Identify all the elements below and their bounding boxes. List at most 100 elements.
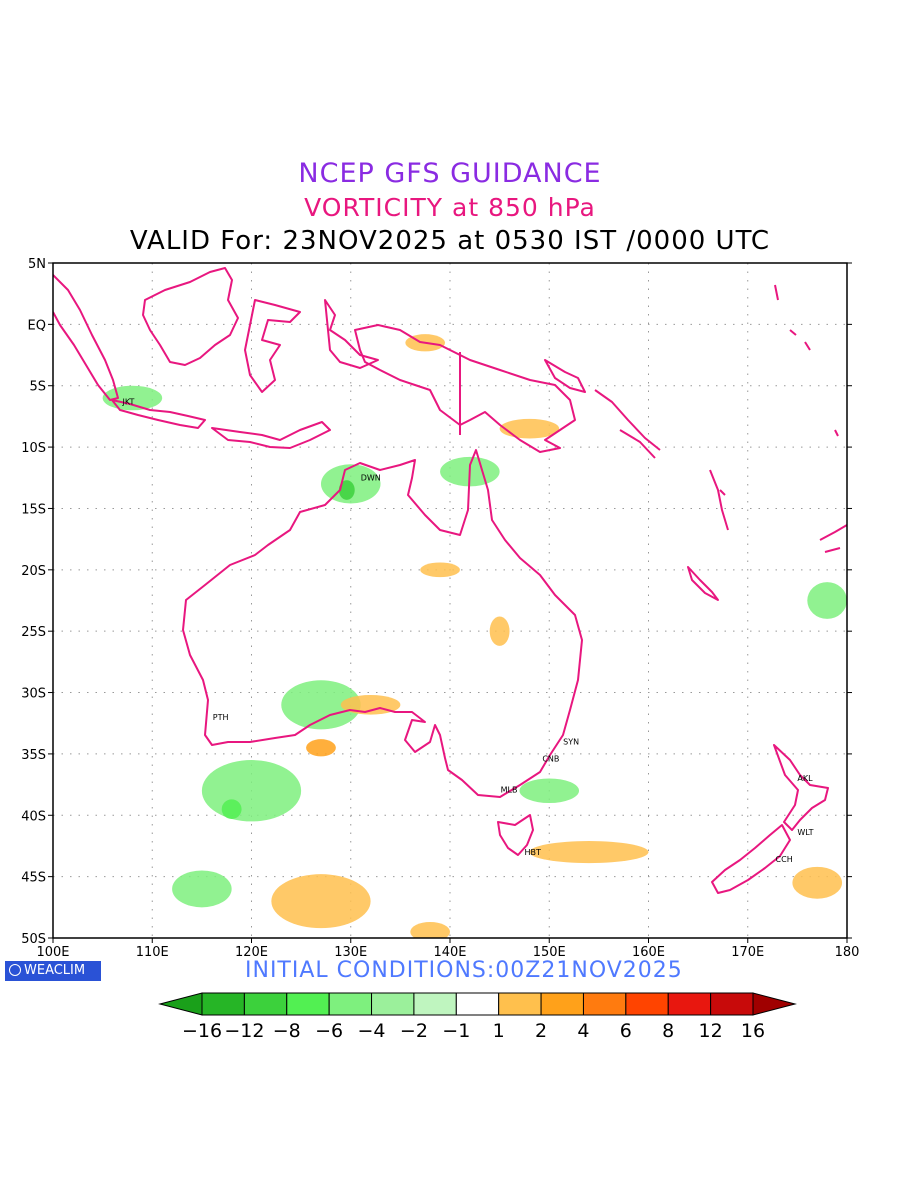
- lat-tick-label: EQ: [28, 318, 46, 333]
- lat-tick-label: 25S: [21, 625, 46, 640]
- logo-circle-icon: [9, 964, 21, 976]
- colorbar-label: 4: [577, 1020, 589, 1042]
- lat-tick-label: 30S: [21, 687, 46, 702]
- city-label-syn: SYN: [563, 737, 579, 746]
- coast-vanuatu: [709, 469, 729, 531]
- colorbar-label: −1: [442, 1020, 470, 1042]
- colorbar-swatch: [328, 992, 373, 1016]
- map-title: NCEP GFS GUIDANCE: [298, 158, 602, 189]
- lon-tick-label: 120E: [235, 945, 268, 960]
- coast-solomons: [594, 389, 661, 459]
- vorticity-patch: [529, 841, 649, 864]
- colorbar-label: 1: [493, 1020, 505, 1042]
- colorbar-swatch: [752, 992, 797, 1016]
- colorbar-swatch: [625, 992, 669, 1016]
- colorbar-label: −4: [358, 1020, 386, 1042]
- colorbar-swatch: [286, 992, 330, 1016]
- coast-australia: [182, 449, 583, 798]
- weaclim-logo: WEACLIM: [5, 961, 101, 981]
- colorbar-swatch: [371, 992, 415, 1016]
- city-label-cnb: CNB: [542, 755, 559, 764]
- vorticity-patch: [271, 874, 371, 929]
- colorbar-label: −2: [400, 1020, 428, 1042]
- colorbar-label: 12: [699, 1020, 723, 1042]
- city-labels: JKT DWN PTH SYN CNB MLB HBT AKL WLT CCH: [121, 397, 813, 864]
- lon-tick-label: 180: [835, 945, 860, 960]
- vorticity-patch: [519, 778, 580, 804]
- colorbar-swatch: [413, 992, 457, 1016]
- vorticity-patch: [410, 922, 450, 938]
- lat-tick-label: 45S: [21, 871, 46, 886]
- colorbar-swatch: [582, 992, 627, 1016]
- lat-tick-label: 50S: [21, 932, 46, 947]
- vorticity-patch: [281, 680, 361, 730]
- coast-new-britain: [544, 359, 586, 393]
- vorticity-patch: [102, 385, 163, 411]
- city-label-cch: CCH: [776, 855, 793, 864]
- vorticity-patch: [306, 739, 336, 757]
- vorticity-patch: [792, 866, 843, 899]
- colorbar-swatch: [540, 992, 584, 1016]
- vorticity-patch: [172, 870, 232, 908]
- coastlines: [53, 267, 847, 894]
- colorbar-label: −8: [273, 1020, 301, 1042]
- city-label-akl: AKL: [797, 774, 813, 783]
- lon-tick-label: 150E: [533, 945, 566, 960]
- coast-new-guinea: [354, 324, 576, 453]
- vorticity-patch: [489, 616, 510, 646]
- colorbar-swatch: [498, 992, 542, 1016]
- coast-nz-north: [773, 744, 829, 831]
- colorbar-swatch: [455, 992, 500, 1016]
- lon-tick-label: 160E: [632, 945, 665, 960]
- lon-tick-label: 110E: [136, 945, 169, 960]
- colorbar-label: 8: [662, 1020, 674, 1042]
- valid-time: VALID For: 23NOV2025 at 0530 IST /0000 U…: [129, 226, 771, 256]
- colorbar-label: −6: [315, 1020, 343, 1042]
- initial-conditions: INITIAL CONDITIONS:00Z21NOV2025: [245, 958, 683, 983]
- coast-java: [111, 399, 206, 429]
- colorbar-label: 2: [535, 1020, 547, 1042]
- coast-borneo: [142, 267, 239, 366]
- coast-moluccas: [324, 299, 379, 369]
- colorbar-swatch: [243, 992, 288, 1016]
- lat-tick-label: 10S: [21, 441, 46, 456]
- colorbar-label: −16: [182, 1020, 222, 1042]
- coast-new-caledonia: [687, 566, 719, 601]
- colorbar-swatch: [710, 992, 754, 1016]
- coast-timor: [211, 421, 331, 449]
- lon-tick-label: 130E: [334, 945, 367, 960]
- city-label-hbt: HBT: [524, 848, 541, 857]
- city-label-dwn: DWN: [361, 474, 381, 483]
- city-label-wlt: WLT: [797, 828, 813, 837]
- lat-tick-label: 35S: [21, 748, 46, 763]
- coast-nz-south: [711, 824, 791, 894]
- colorbar-swatch: [201, 992, 245, 1016]
- lat-tick-label: 40S: [21, 809, 46, 824]
- colorbar-label: 16: [741, 1020, 765, 1042]
- colorbar-label: −12: [224, 1020, 264, 1042]
- colorbar-swatch: [667, 992, 712, 1016]
- lon-tick-label: 170E: [731, 945, 764, 960]
- vorticity-patch: [221, 799, 242, 819]
- city-label-pth: PTH: [213, 713, 229, 722]
- vorticity-patch: [807, 582, 847, 619]
- lat-tick-label: 5N: [28, 257, 46, 272]
- city-label-jkt: JKT: [121, 397, 134, 406]
- city-label-mlb: MLB: [501, 785, 518, 794]
- coast-sumatra: [53, 274, 119, 401]
- vorticity-patch: [499, 418, 560, 439]
- map-subtitle: VORTICITY at 850 hPa: [304, 193, 596, 222]
- lon-tick-label: 140E: [433, 945, 466, 960]
- coast-tasmania: [497, 814, 534, 856]
- colorbar-label: 6: [620, 1020, 632, 1042]
- coast-fiji: [819, 524, 847, 553]
- vorticity-patch: [420, 562, 460, 578]
- lat-tick-label: 5S: [29, 380, 46, 395]
- grid-lines: [53, 263, 847, 938]
- lat-tick-label: 20S: [21, 564, 46, 579]
- logo-text: WEACLIM: [24, 963, 86, 978]
- coast-islands: [719, 284, 839, 496]
